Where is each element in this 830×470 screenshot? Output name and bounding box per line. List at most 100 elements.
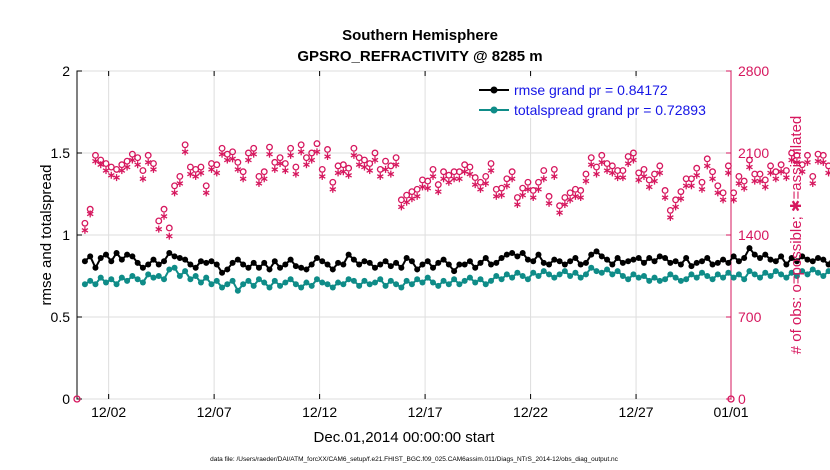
obs-assimilated-marker — [303, 161, 310, 169]
data-point — [772, 268, 779, 275]
data-point — [799, 268, 806, 275]
obs-assimilated-marker — [693, 171, 701, 179]
obs-assimilated-marker — [313, 148, 321, 156]
asterisk-stroke — [155, 226, 163, 232]
y-tick-label-right: 1400 — [738, 227, 769, 243]
data-point — [166, 266, 173, 273]
legend-box — [475, 78, 727, 118]
asterisk-stroke — [630, 157, 637, 163]
data-point — [598, 253, 605, 260]
obs-assimilated-marker — [524, 185, 532, 193]
asterisk-stroke — [740, 185, 748, 191]
data-point — [809, 266, 816, 273]
obs-assimilated-marker — [81, 226, 89, 234]
asterisk-stroke — [234, 167, 242, 172]
data-point — [561, 268, 568, 275]
data-point — [461, 277, 468, 284]
obs-possible-marker — [714, 182, 722, 190]
obs-assimilated-marker — [582, 177, 590, 185]
obs-assimilated-marker — [645, 183, 653, 191]
obs-assimilated-marker — [97, 161, 105, 169]
obs-possible-marker — [508, 168, 516, 176]
data-point — [704, 254, 711, 261]
asterisk-stroke — [719, 197, 727, 203]
obs-possible-marker — [746, 156, 753, 164]
obs-possible-marker — [181, 141, 189, 149]
data-point — [662, 254, 669, 261]
data-point — [329, 284, 336, 291]
obs-assimilated-marker — [229, 155, 236, 163]
data-point — [567, 258, 574, 265]
data-point — [245, 277, 252, 284]
series-totalspread — [81, 264, 830, 294]
data-point — [730, 253, 737, 260]
obs-assimilated-marker — [429, 172, 437, 180]
data-point — [630, 271, 637, 278]
data-point — [408, 258, 415, 265]
data-point — [345, 276, 352, 283]
obs-possible-marker — [624, 153, 632, 160]
obs-assimilated-marker — [213, 169, 221, 177]
data-point — [366, 259, 373, 266]
data-point — [371, 279, 378, 286]
data-point — [403, 254, 410, 261]
obs-assimilated-marker — [255, 179, 263, 187]
data-point — [134, 259, 141, 266]
series-layer — [73, 140, 830, 403]
data-point — [646, 254, 653, 261]
asterisk-stroke — [482, 181, 490, 186]
obs-assimilated-marker — [756, 177, 764, 185]
data-point — [287, 256, 294, 263]
data-point — [219, 269, 226, 276]
data-point — [488, 277, 495, 284]
asterisk-stroke — [730, 197, 738, 203]
data-point — [493, 273, 500, 279]
asterisk-stroke — [118, 168, 126, 173]
data-point — [466, 274, 473, 281]
obs-assimilated-marker — [661, 194, 669, 202]
obs-possible-marker — [424, 177, 432, 185]
obs-assimilated-marker — [540, 175, 548, 183]
x-tick-label: 12/02 — [91, 404, 126, 420]
data-point — [345, 251, 352, 258]
data-point — [635, 254, 642, 261]
data-point — [535, 273, 542, 279]
data-point — [825, 268, 830, 275]
data-point — [667, 271, 674, 278]
asterisk-stroke — [503, 183, 511, 189]
data-point — [741, 276, 748, 283]
obs-assimilated-marker — [324, 153, 331, 161]
obs-possible-marker — [798, 161, 806, 169]
asterisk-stroke — [608, 170, 616, 176]
asterisk-stroke — [318, 174, 326, 179]
obs-assimilated-marker — [318, 172, 326, 180]
data-point — [408, 281, 415, 288]
data-point — [313, 254, 320, 261]
data-point — [150, 256, 157, 263]
asterisk-stroke — [746, 164, 753, 170]
data-point — [488, 261, 495, 268]
obs-possible-marker — [524, 178, 532, 186]
obs-assimilated-marker — [445, 178, 453, 186]
obs-assimilated-marker — [640, 172, 648, 180]
asterisk-stroke — [529, 195, 537, 200]
y-tick-label-left: 2 — [62, 63, 70, 79]
obs-assimilated-marker — [266, 150, 273, 158]
chart-subtitle: GPSRO_REFRACTIVITY @ 8285 m — [297, 48, 542, 65]
data-point — [535, 251, 542, 258]
asterisk-stroke — [260, 176, 268, 182]
obs-assimilated-marker — [160, 212, 168, 220]
asterisk-stroke — [550, 174, 558, 179]
data-point — [145, 271, 152, 278]
data-point — [308, 282, 315, 289]
obs-assimilated-marker — [281, 167, 289, 175]
x-tick-label: 12/17 — [408, 404, 443, 420]
data-point — [772, 258, 779, 265]
obs-assimilated-marker — [624, 160, 632, 168]
obs-possible-marker — [513, 194, 521, 201]
obs-assimilated-marker — [271, 165, 279, 173]
obs-possible-marker — [487, 160, 495, 167]
obs-assimilated-marker — [508, 175, 516, 183]
obs-possible-marker — [234, 158, 242, 166]
